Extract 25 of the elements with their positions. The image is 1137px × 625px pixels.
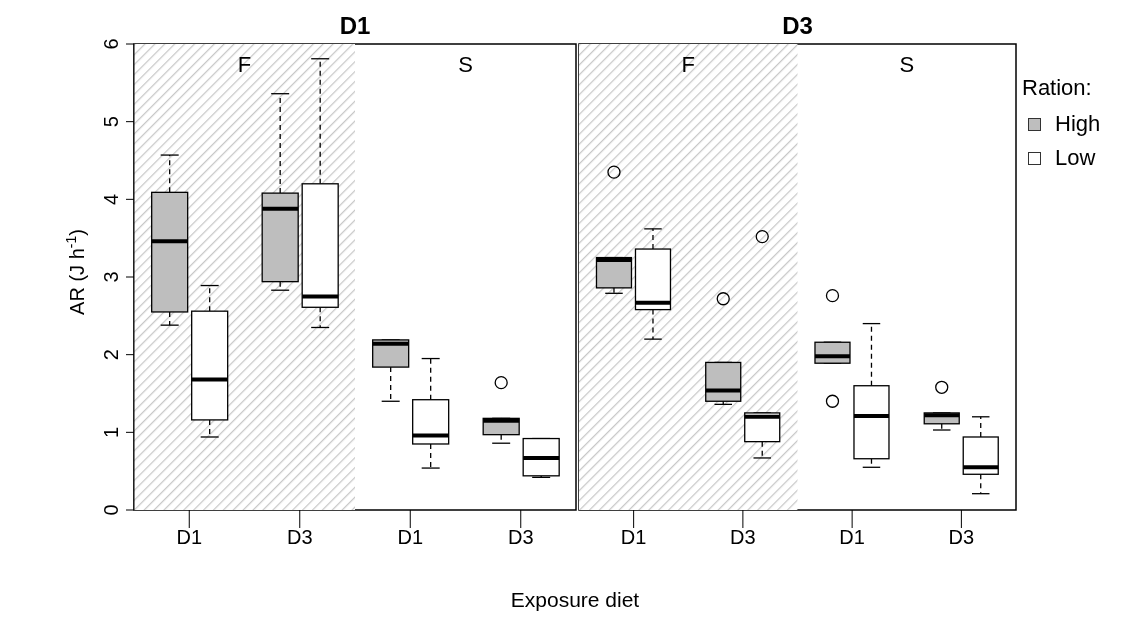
y-tick-label: 1 bbox=[100, 426, 122, 438]
y-tick-label: 3 bbox=[100, 271, 122, 283]
x-axis-title: Exposure diet bbox=[509, 588, 641, 612]
legend-label: High bbox=[1055, 111, 1101, 137]
legend-title: Ration: bbox=[1022, 75, 1093, 101]
x-tick-label: D3 bbox=[948, 526, 975, 549]
chart-title: D1 bbox=[338, 12, 372, 40]
y-tick-label: 4 bbox=[100, 193, 122, 205]
x-tick-label: D3 bbox=[286, 526, 313, 549]
band-label: F bbox=[681, 51, 695, 77]
x-tick-label: D1 bbox=[839, 526, 865, 549]
y-tick-label: 6 bbox=[100, 38, 122, 50]
x-tick-label: D3 bbox=[507, 526, 534, 549]
x-tick-label: D1 bbox=[397, 526, 424, 549]
text: Low bbox=[1055, 145, 1096, 171]
annotation: S bbox=[458, 51, 473, 77]
band-label: F bbox=[237, 51, 252, 77]
y-tick-label: 0 bbox=[100, 504, 122, 516]
annotation: S bbox=[899, 51, 915, 77]
chart-title: D3 bbox=[781, 12, 814, 40]
x-tick-label: D1 bbox=[620, 526, 647, 549]
x-tick-label: D1 bbox=[176, 526, 203, 549]
y-tick-label: 2 bbox=[100, 349, 122, 361]
y-tick-label: 5 bbox=[100, 116, 122, 128]
x-tick-label: D3 bbox=[730, 526, 756, 549]
